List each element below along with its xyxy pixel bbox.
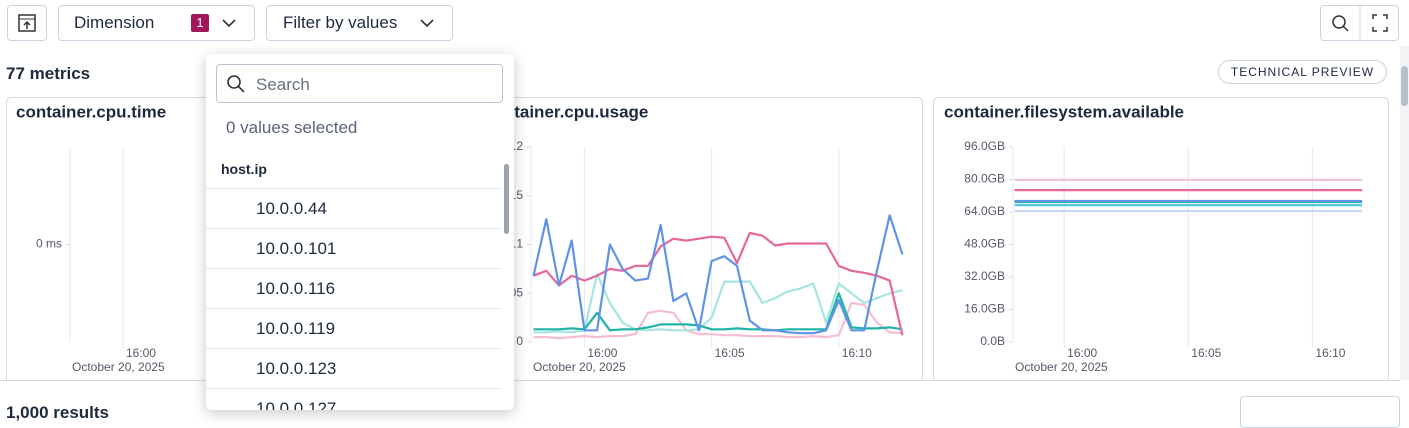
button-label: Dimension	[74, 13, 155, 32]
y-tick-label: 64.0GB	[964, 204, 1005, 218]
chevron	[222, 19, 236, 28]
x-tick-label: 16:05	[715, 346, 745, 360]
x-date-label: October 20, 2025	[1015, 360, 1108, 374]
chart-title: container.cpu.time	[16, 102, 166, 121]
x-tick-label: 16:05	[1191, 346, 1221, 360]
y-tick-label: 16.0GB	[964, 302, 1005, 316]
series-line	[533, 292, 903, 332]
count-badge: 1	[191, 14, 209, 32]
x-date-label: October 20, 2025	[72, 360, 165, 374]
x-tick-label: 16:00	[1067, 346, 1097, 360]
x-tick-label: 16:00	[126, 346, 156, 360]
dimension-button[interactable]: Dimension 1	[58, 5, 255, 41]
list-scrollbar[interactable]	[503, 154, 511, 406]
y-tick-label: 80.0GB	[964, 172, 1005, 186]
y-tick-label: 32.0GB	[964, 269, 1005, 283]
dropdown: Search 0 values selected host.ip 10.0.0.…	[206, 54, 514, 410]
option[interactable]: 10.0.0.123	[206, 349, 502, 389]
chart-title: container.filesystem.available	[944, 102, 1184, 121]
upload-button[interactable]	[7, 5, 47, 41]
y-tick-label: 0 ms	[36, 237, 62, 251]
series-line	[532, 214, 904, 335]
panel	[933, 97, 1389, 380]
chevron	[420, 19, 434, 28]
icons[interactable]	[1321, 6, 1398, 40]
option[interactable]: 10.0.0.101	[206, 229, 502, 269]
series-line	[533, 272, 903, 334]
series-line	[533, 231, 904, 336]
series-line	[533, 301, 903, 340]
y-tick-label: 0	[516, 334, 523, 348]
x-date-label: October 20, 2025	[533, 360, 626, 374]
button-label: Filter by values	[283, 13, 398, 32]
option[interactable]: 10.0.0.119	[206, 309, 502, 349]
footer-buttons[interactable]	[1240, 396, 1400, 428]
icon	[18, 14, 36, 32]
filter-button[interactable]: Filter by values	[266, 5, 453, 41]
y-tick-label: 96.0GB	[964, 139, 1005, 153]
y-tick-label: 48.0GB	[964, 237, 1005, 251]
x-tick-label: 16:00	[587, 346, 617, 360]
group-label: host.ip	[206, 154, 502, 189]
search-icon	[227, 75, 245, 93]
view-buttons	[1320, 5, 1399, 41]
x-tick-label: 16:10	[1315, 346, 1345, 360]
x-tick-label: 16:10	[842, 346, 872, 360]
placeholder: Search	[256, 75, 310, 94]
scroll-thumb[interactable]	[1401, 66, 1408, 106]
chart-title: container.cpu.usage	[484, 102, 648, 121]
preview-badge: TECHNICAL PREVIEW	[1218, 60, 1387, 84]
search-input[interactable]: Search	[216, 64, 503, 103]
results-count: 1,000 results	[6, 403, 110, 422]
option[interactable]: 10.0.0.44	[206, 189, 502, 229]
metrics-count: 77 metrics	[6, 64, 91, 83]
scroll-thumb[interactable]	[504, 164, 509, 234]
page: Dimension 1 Filter by values 77 metrics …	[0, 5, 1409, 428]
option[interactable]: 10.0.0.127	[206, 389, 502, 410]
scrollbar[interactable]	[1400, 46, 1409, 380]
y-tick-label: 0.0B	[980, 334, 1005, 348]
option[interactable]: 10.0.0.116	[206, 269, 502, 309]
selected-count: 0 values selected	[226, 118, 358, 137]
